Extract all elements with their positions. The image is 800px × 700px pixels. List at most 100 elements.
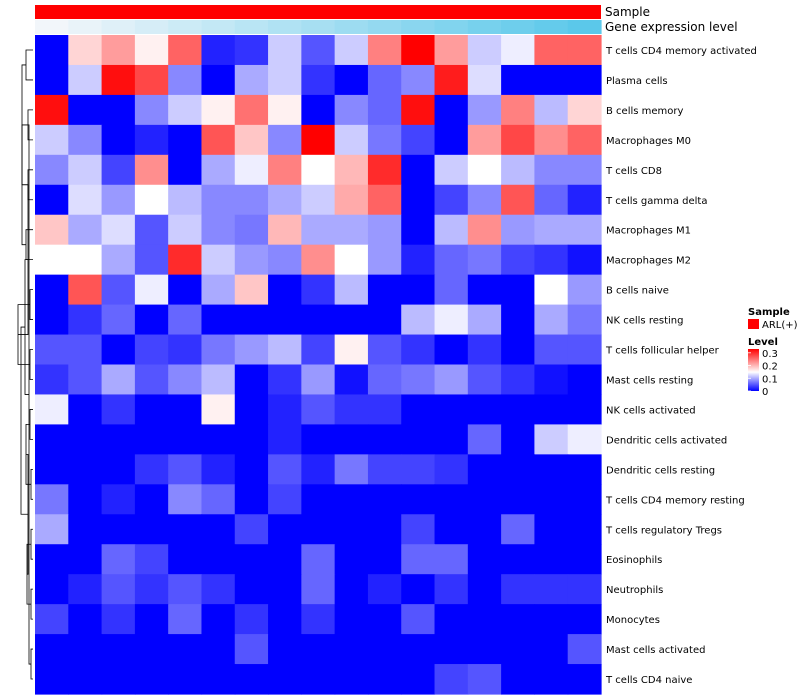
heatmap-cell [567, 274, 602, 306]
heatmap-cell [168, 214, 203, 246]
heatmap-cell [101, 64, 136, 96]
heatmap-cell [467, 334, 502, 366]
heatmap-cell [101, 244, 136, 276]
heatmap-cell [201, 514, 236, 545]
heatmap-cell [501, 304, 536, 336]
annotation-label-expression: Gene expression level [605, 20, 738, 34]
heatmap-cell [101, 304, 136, 336]
heatmap-cell [234, 574, 269, 605]
heatmap-cell [467, 364, 502, 396]
dendrogram-branch [25, 229, 33, 261]
heatmap-cell [234, 364, 269, 396]
row-label: T cells CD4 naive [605, 675, 692, 686]
heatmap-cell [168, 274, 203, 306]
heatmap-cell [434, 634, 469, 665]
row-label: NK cells activated [606, 405, 696, 416]
heatmap-cell [301, 184, 336, 216]
heatmap-cell [35, 64, 69, 96]
heatmap-cell [367, 124, 402, 156]
heatmap-cell [501, 94, 536, 126]
legend-tick-label: 0.3 [762, 349, 778, 360]
heatmap-cell [534, 424, 569, 455]
heatmap-cell [134, 334, 169, 366]
annotation-expression-cell [367, 20, 402, 34]
heatmap-cell [301, 544, 336, 575]
heatmap-cell [534, 94, 569, 126]
heatmap-cell [234, 664, 269, 695]
heatmap-cell [401, 364, 436, 396]
heatmap-cell [434, 35, 469, 66]
heatmap-cell [567, 334, 602, 366]
heatmap-cell [301, 94, 336, 126]
heatmap-cell [534, 64, 569, 96]
heatmap-cell [201, 454, 236, 485]
heatmap-cells [35, 35, 602, 695]
heatmap-cell [534, 514, 569, 545]
heatmap-cell [401, 514, 436, 545]
heatmap-cell [168, 304, 203, 336]
heatmap-cell [501, 35, 536, 66]
heatmap-cell [68, 94, 103, 126]
heatmap-cell [334, 64, 369, 96]
heatmap-cell [434, 124, 469, 156]
heatmap-cell [467, 124, 502, 156]
heatmap-cell [534, 634, 569, 665]
heatmap-cell [367, 544, 402, 575]
heatmap-cell [334, 544, 369, 575]
heatmap-cell [434, 214, 469, 246]
heatmap-cell [467, 274, 502, 306]
heatmap-cell [101, 214, 136, 246]
heatmap-cell [367, 184, 402, 216]
heatmap-cell [134, 484, 169, 515]
heatmap-cell [401, 634, 436, 665]
heatmap-cell [168, 94, 203, 126]
heatmap-cell [567, 184, 602, 216]
heatmap-cell [234, 634, 269, 665]
heatmap-cell [367, 574, 402, 605]
heatmap-cell [534, 35, 569, 66]
heatmap-cell [234, 184, 269, 216]
heatmap-cell [201, 184, 236, 216]
heatmap-cell [101, 334, 136, 366]
heatmap-cell [268, 424, 302, 455]
heatmap-cell [101, 364, 136, 396]
heatmap-cell [501, 454, 536, 485]
heatmap-cell [434, 184, 469, 216]
heatmap-cell [334, 214, 369, 246]
heatmap-cell [401, 334, 436, 366]
heatmap-cell [434, 514, 469, 545]
heatmap-cell [367, 394, 402, 426]
heatmap-cell [168, 334, 203, 366]
heatmap-cell [534, 664, 569, 695]
heatmap-cell [367, 514, 402, 545]
heatmap-cell [367, 484, 402, 515]
heatmap-cell [35, 274, 69, 306]
heatmap-cell [401, 664, 436, 695]
heatmap-cell [534, 334, 569, 366]
heatmap-cell [134, 574, 169, 605]
heatmap-cell [534, 124, 569, 156]
heatmap-cell [434, 604, 469, 635]
row-label: Mast cells resting [606, 375, 693, 386]
dendrogram-branch [29, 349, 33, 380]
annotation-expression-cell [301, 20, 336, 34]
heatmap-cell [201, 544, 236, 575]
heatmap-cell [201, 664, 236, 695]
heatmap-cell [434, 364, 469, 396]
heatmap-cell [501, 214, 536, 246]
heatmap-cell [101, 154, 136, 186]
heatmap-cell [501, 124, 536, 156]
heatmap-cell [134, 154, 169, 186]
heatmap-cell [101, 424, 136, 455]
heatmap-cell [367, 64, 402, 96]
heatmap-cell [68, 604, 103, 635]
heatmap-cell [234, 484, 269, 515]
heatmap-cell [68, 304, 103, 336]
heatmap-cell [134, 64, 169, 96]
heatmap-cell [268, 214, 302, 246]
heatmap-cell [567, 154, 602, 186]
row-label: Plasma cells [606, 76, 668, 87]
legend-level-title: Level [748, 337, 778, 348]
row-label: Neutrophils [606, 585, 663, 596]
annotation-expression-cell [534, 20, 569, 34]
